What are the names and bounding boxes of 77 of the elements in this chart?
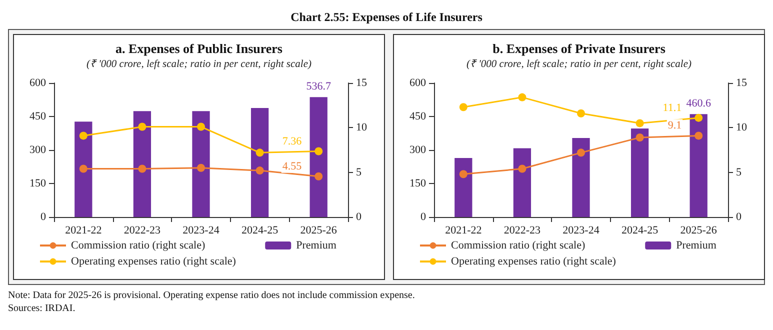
- y2-tick-label: 15: [356, 77, 368, 89]
- text: Note: Data for 2025-26 is provisional. Operating expense ratio does not include commission expense.: [8, 289, 416, 302]
- point: [636, 119, 644, 128]
- bar: [192, 111, 210, 217]
- data-label: 7.36: [282, 135, 302, 148]
- point: [636, 133, 644, 142]
- y-tick-label: 450: [30, 110, 46, 122]
- text: Chart 2.55: Expenses of Life Insurers: [290, 9, 484, 26]
- legend-label: Premium: [676, 240, 717, 252]
- point: [577, 148, 585, 157]
- bar: [454, 158, 472, 217]
- x-tick-label: 2023-24: [182, 224, 220, 236]
- legend-label: Operating expenses ratio (right scale): [71, 256, 236, 268]
- y2-tick-label: 0: [736, 211, 742, 223]
- bar: [513, 148, 532, 217]
- chart-title: a. Expenses of Public Insurers: [116, 41, 282, 56]
- y2-tick-label: 10: [736, 122, 748, 134]
- y-tick-label: 450: [410, 110, 426, 122]
- bar: [310, 97, 328, 217]
- x-tick-label: 2024-25: [621, 224, 659, 236]
- point: [79, 132, 88, 140]
- y-tick-label: 600: [410, 77, 426, 89]
- chart-subtitle: (₹ '000 crore, left scale; ratio in per cent, right scale): [466, 59, 692, 70]
- data-label: 4.55: [282, 160, 302, 172]
- bar: [133, 111, 152, 217]
- point: [518, 164, 526, 173]
- bar: [250, 108, 269, 217]
- point: [694, 114, 703, 122]
- legend-label: Operating expenses ratio (right scale): [451, 256, 616, 268]
- y2-tick-label: 10: [356, 122, 368, 134]
- point: [314, 172, 323, 180]
- point: [79, 164, 88, 173]
- point: [459, 170, 468, 178]
- data-label: 9.1: [668, 120, 682, 132]
- y-tick-label: 300: [410, 144, 426, 156]
- y-tick-label: 600: [30, 77, 46, 89]
- y-tick-label: 0: [420, 211, 426, 223]
- point: [459, 103, 468, 112]
- y-tick-label: 0: [40, 211, 46, 223]
- point: [518, 93, 526, 102]
- x-tick-label: 2025-26: [300, 224, 338, 236]
- y2-tick-label: 0: [356, 211, 362, 223]
- data-label: 460.6: [686, 98, 712, 110]
- point: [197, 122, 205, 131]
- x-tick-label: 2021-22: [445, 224, 482, 236]
- x-tick-label: 2022-23: [504, 224, 542, 236]
- point: [197, 164, 205, 172]
- y2-tick-label: 15: [736, 77, 748, 89]
- bar: [630, 128, 649, 217]
- point: [256, 148, 264, 157]
- point: [694, 132, 703, 140]
- y-tick-label: 150: [410, 178, 426, 190]
- point: [577, 109, 585, 118]
- point: [314, 147, 323, 156]
- chart-title: b. Expenses of Private Insurers: [492, 41, 666, 56]
- point: [138, 122, 146, 131]
- x-tick-label: 2022-23: [124, 224, 162, 236]
- legend-label: Premium: [296, 240, 337, 252]
- y2-tick-label: 5: [736, 166, 742, 178]
- y-tick-label: 300: [30, 144, 46, 156]
- y-tick-label: 150: [30, 178, 46, 190]
- data-label: 536.7: [306, 80, 332, 93]
- source-note: Sources: IRDAI.: [8, 302, 76, 315]
- x-tick-label: 2025-26: [680, 224, 718, 236]
- chart-subtitle: (₹ '000 crore, left scale; ratio in per cent, right scale): [86, 59, 312, 70]
- point: [138, 164, 146, 173]
- bar: [690, 114, 708, 217]
- legend-label: Commission ratio (right scale): [451, 240, 586, 252]
- x-tick-label: 2021-22: [65, 224, 102, 236]
- bar: [74, 122, 92, 217]
- bar: [572, 138, 590, 217]
- legend-label: Commission ratio (right scale): [71, 240, 206, 252]
- x-tick-label: 2023-24: [562, 224, 600, 236]
- y2-tick-label: 5: [356, 166, 362, 178]
- point: [256, 166, 264, 175]
- data-label: 11.1: [662, 102, 682, 114]
- x-tick-label: 2024-25: [241, 224, 279, 236]
